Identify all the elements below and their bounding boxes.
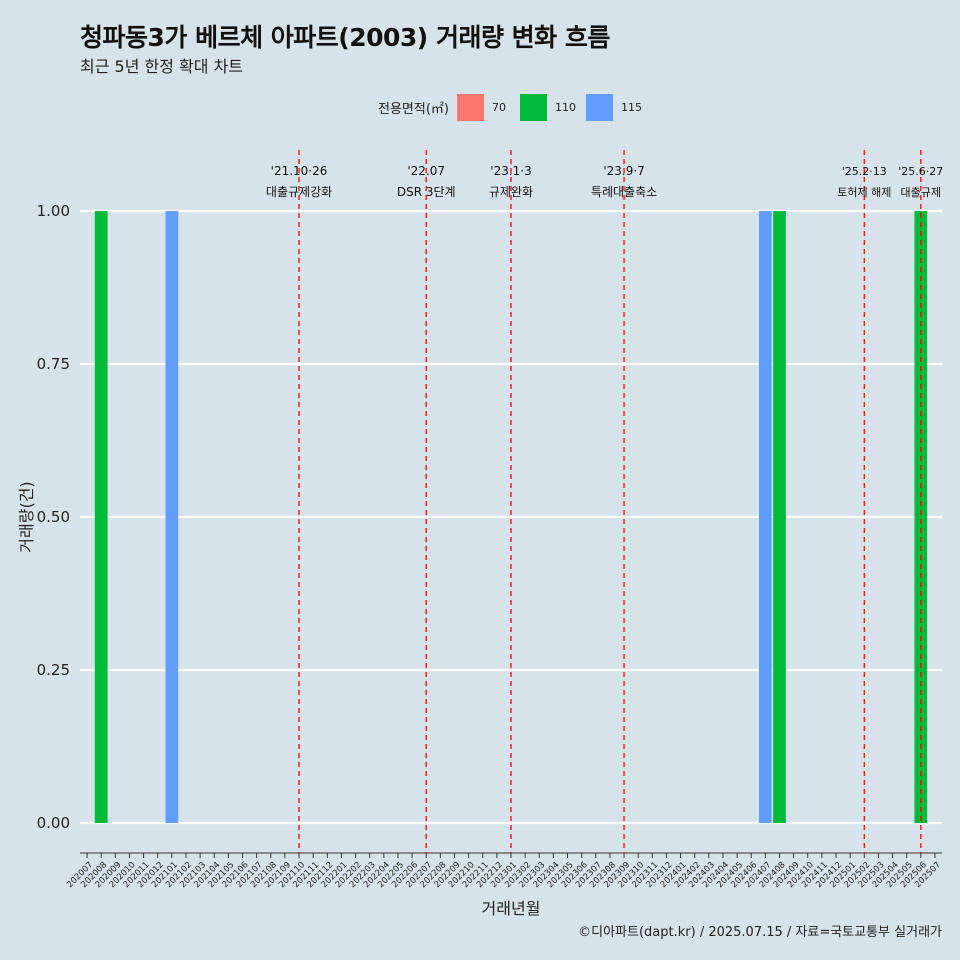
- event-name-label: 규제완화: [489, 185, 533, 199]
- event-name-label: 대출규제: [901, 186, 941, 199]
- legend-swatch-70: [456, 94, 484, 121]
- legend-label-115: 115: [620, 101, 642, 114]
- legend-title: 전용면적(㎡): [378, 102, 449, 117]
- event-date-label: '22.07: [407, 164, 445, 178]
- y-tick-label: 0.50: [37, 508, 70, 526]
- event-name-label: 대출규제강화: [266, 185, 332, 199]
- x-axis-title: 거래년월: [482, 899, 541, 918]
- legend-swatch-115: [585, 94, 613, 121]
- legend-item-115: 115: [585, 94, 642, 121]
- bar-115-202101: [165, 211, 179, 823]
- y-axis-title: 거래량(건): [17, 481, 36, 552]
- legend-item-110: 110: [519, 94, 576, 121]
- bar-110-202506: [914, 211, 928, 823]
- event-date-label: '25.2·13: [842, 165, 887, 178]
- event-date-label: '23.1·3: [490, 164, 531, 178]
- legend-label-70: 70: [491, 101, 506, 114]
- event-name-label: DSR 3단계: [397, 185, 456, 199]
- bar-115-202407: [759, 211, 772, 823]
- y-tick-label: 1.00: [37, 202, 70, 220]
- legend-swatch-110: [519, 94, 547, 121]
- legend: 전용면적(㎡) 70 110 115: [378, 94, 652, 121]
- y-tick-label: 0.00: [37, 814, 70, 832]
- bar-110-202408: [773, 211, 786, 823]
- event-date-label: '25.6·27: [898, 165, 943, 178]
- y-tick-label: 0.75: [37, 355, 70, 373]
- event-date-label: '21.10·26: [271, 164, 328, 178]
- chart-title: 청파동3가 베르체 아파트(2003) 거래량 변화 흐름: [80, 23, 610, 52]
- y-tick-label: 0.25: [37, 661, 70, 679]
- bar-110-202008: [94, 211, 108, 823]
- legend-item-70: 70: [456, 94, 510, 121]
- source-caption: ©디아파트(dapt.kr) / 2025.07.15 / 자료=국토교통부 실…: [578, 925, 942, 940]
- event-name-label: 토허제 해제: [837, 185, 891, 199]
- event-name-label: 특례대출축소: [591, 185, 657, 199]
- legend-label-110: 110: [554, 101, 576, 114]
- event-date-label: '23.9·7: [603, 164, 644, 178]
- chart-subtitle: 최근 5년 한정 확대 차트: [80, 57, 244, 76]
